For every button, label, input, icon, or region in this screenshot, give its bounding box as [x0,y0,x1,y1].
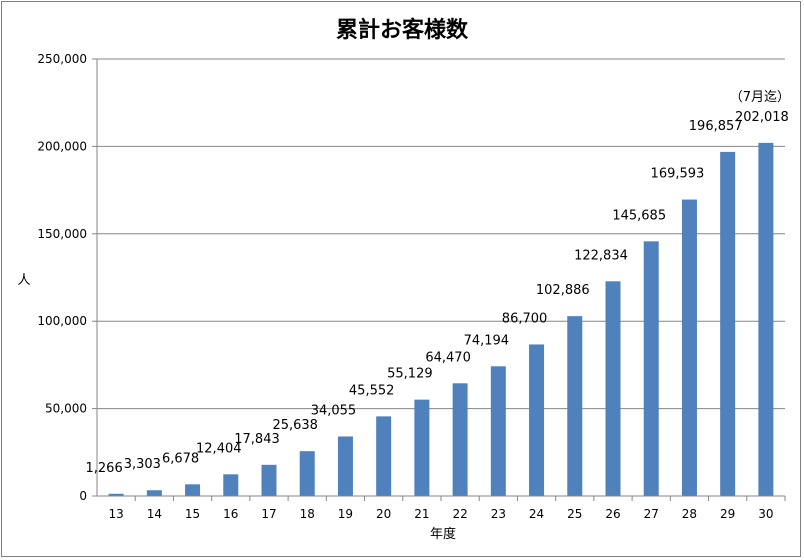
y-tick-label: 100,000 [37,314,87,328]
bar-28 [681,199,697,496]
data-label: 169,593 [651,167,705,182]
bars [108,142,774,496]
data-label: 145,685 [612,208,666,223]
bar-20 [376,416,392,496]
x-axis-label: 年度 [430,526,456,542]
x-tick-label: 19 [338,507,353,521]
bar-21 [414,399,430,496]
bar-25 [567,316,583,496]
data-label: 202,018 [735,110,789,125]
axes [96,59,786,501]
data-label: 45,552 [349,383,395,398]
y-tick-label: 250,000 [37,52,87,66]
data-label: 1,266 [86,461,123,476]
bar-18 [299,451,315,496]
data-label: 34,055 [311,403,357,418]
x-tick-label: 18 [300,507,315,521]
bar-13 [108,493,124,496]
x-tick-label: 26 [605,507,620,521]
y-tick-label: 50,000 [45,402,87,416]
bar-23 [490,366,506,496]
x-tick-label: 27 [644,507,659,521]
y-tick-label: 150,000 [37,227,87,241]
data-label: 102,886 [536,283,590,298]
x-tick-label: 25 [567,507,582,521]
bar-29 [720,151,736,496]
x-tick-label: 30 [758,507,773,521]
x-tick-label: 17 [261,507,276,521]
bar-15 [185,484,201,496]
x-tick-label: 20 [376,507,391,521]
data-label: 12,404 [196,441,242,456]
bar-22 [452,383,468,496]
bar-14 [146,490,162,496]
y-tick-label: 200,000 [37,139,87,153]
bar-16 [223,474,239,496]
data-label: 64,470 [425,350,471,365]
x-tick-label: 23 [491,507,506,521]
gridlines [92,58,785,497]
data-label: 6,678 [162,451,199,466]
data-label: 74,194 [464,333,510,348]
data-label: 3,303 [124,457,161,472]
bar-17 [261,464,277,496]
bar-30 [758,142,774,496]
data-label: 196,857 [689,119,743,134]
data-label: 86,700 [502,311,548,326]
x-tick-label: 13 [108,507,123,521]
x-tick-label: 28 [682,507,697,521]
y-axis-label: 人 [17,273,30,288]
bar-27 [643,241,659,496]
data-label: 17,843 [234,432,280,447]
x-tick-label: 22 [452,507,467,521]
data-label: 25,638 [272,418,318,433]
y-tick-label: 0 [79,489,87,503]
x-tick-label: 15 [185,507,200,521]
y-tick-labels: 0 50,000 100,000 150,000 200,000 250,000 [37,52,87,503]
chart-title: 累計お客様数 [335,18,468,43]
x-tick-label: 21 [414,507,429,521]
bar-24 [529,344,545,496]
x-tick-label: 29 [720,507,735,521]
x-tick-label: 16 [223,507,238,521]
x-tick-labels: 13 14 15 16 17 18 19 20 21 22 23 24 25 26 27 28 29 30 [108,507,773,521]
x-tick-label: 24 [529,507,544,521]
bar-19 [337,436,353,496]
x-tick-label: 14 [147,507,162,521]
data-label: 122,834 [574,248,628,263]
bar-26 [605,281,621,496]
data-label: 55,129 [387,367,433,382]
annotation-label: （7月迄） [730,90,790,105]
